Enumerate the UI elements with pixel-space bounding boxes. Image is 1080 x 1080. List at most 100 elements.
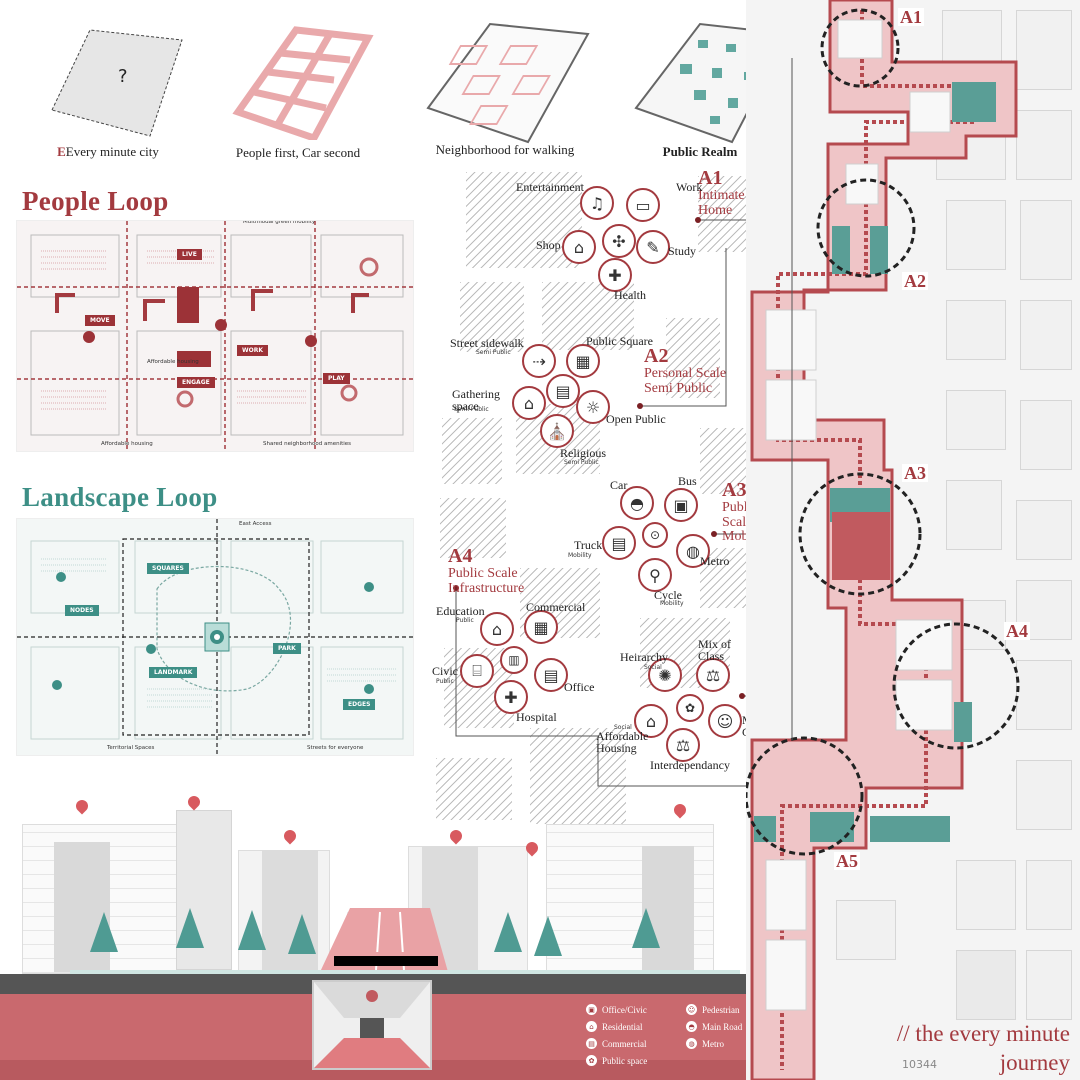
people-loop-title: People Loop: [22, 186, 169, 216]
sub-social-1: Social: [644, 664, 662, 671]
square-grid-icon: ▤: [546, 374, 580, 408]
sub-semi-public-1: Semi Public: [476, 349, 511, 356]
scale-a4-line1: Public Scale: [448, 566, 518, 581]
landscape-loop-diagram: SQUARES NODES PARK LANDMARK EDGES East A…: [16, 518, 414, 756]
people-affordable-label: Affordable housing: [147, 359, 199, 365]
landscape-loop-plan: [17, 519, 413, 755]
concept-neighborhood-graphic: [426, 22, 590, 144]
sub-semi-public-3: Semi Public: [564, 459, 599, 466]
map-label-a2: A2: [902, 271, 928, 291]
public-space-icon: ✿: [586, 1055, 597, 1066]
label-office: Office: [564, 680, 595, 694]
map-label-a1: A1: [898, 7, 924, 27]
scale-a2-id: A2: [644, 345, 669, 367]
label-cycle: Cycle: [654, 588, 682, 602]
landscape-bottom-right: Streets for everyone: [307, 745, 364, 751]
sub-semi-public-2: Semi Public: [454, 406, 489, 413]
office-icon: ▤: [534, 658, 568, 692]
legend-main-road: ◓ Main Road: [686, 1021, 766, 1032]
bus-icon: ▣: [664, 488, 698, 522]
label-health: Health: [614, 288, 646, 302]
label-religious: Religious: [560, 446, 607, 460]
scales-panel: A1 Intimate Scale Home ♫ ▭ ⌂ ✣ ✎ ✚ Enter…: [430, 168, 790, 828]
metro-tunnel-graphic: [314, 982, 430, 1068]
concept-strip: ? EEvery minute city People first, Car s…: [20, 10, 790, 170]
concept-plane-graphic: ?: [51, 29, 183, 137]
concept-caption-1: EEvery minute city: [57, 144, 159, 159]
label-civic: Civic: [432, 664, 458, 678]
open-public-icon: ☼: [576, 390, 610, 424]
mix-culture-icon: ☺: [708, 704, 742, 738]
pedestrian-icon: ☺: [686, 1004, 697, 1015]
housing-icon: ⌂: [634, 704, 668, 738]
people-bottom-right: Shared neighborhood amenities: [263, 441, 352, 447]
poster-code: 10344: [902, 1058, 937, 1071]
pin-icon: [73, 797, 91, 815]
concept-grid-graphic: [232, 26, 374, 140]
landscape-tag-edges: EDGES: [343, 699, 376, 710]
sub-mobility-1: Mobility: [568, 552, 592, 559]
residential-icon: ⌂: [586, 1021, 597, 1032]
commercial-icon: ▤: [586, 1038, 597, 1049]
public-square-icon: ▦: [566, 344, 600, 378]
sub-public-1: Public: [456, 617, 474, 624]
commercial-icon: ▦: [524, 610, 558, 644]
truck-icon: ▤: [602, 526, 636, 560]
pin-icon: [185, 793, 203, 811]
label-study: Study: [668, 244, 697, 258]
scale-a3-id: A3: [722, 479, 747, 501]
concept-caption-3: Neighborhood for walking: [435, 142, 575, 157]
label-gathering-space: Gathering space: [452, 387, 500, 413]
landscape-top-note: East Access: [239, 521, 272, 527]
scale-a4-line2: Infrastructure: [448, 580, 525, 596]
scale-a4-id: A4: [448, 545, 473, 567]
shop-icon: ⌂: [562, 230, 596, 264]
label-affordable-housing: Affordable Housing: [596, 729, 649, 755]
poster-title-line1: // the every minute: [896, 1021, 1070, 1046]
people-loop-plan: [17, 221, 413, 451]
legend-office-civic: ▣ Office/Civic: [586, 1004, 686, 1015]
people-tag-live: LIVE: [177, 249, 202, 260]
cycle-icon: ⚲: [638, 558, 672, 592]
label-commercial: Commercial: [526, 600, 586, 614]
map-label-a5: A5: [834, 851, 860, 871]
metro-icon: ◍: [686, 1038, 697, 1049]
metro-tunnel: [312, 980, 432, 1070]
mix-class-icon: ⚖: [696, 658, 730, 692]
concept-caption-4: Public Realm: [662, 144, 738, 159]
legend-commercial: ▤ Commercial: [586, 1038, 686, 1049]
aerial-route: [746, 0, 1020, 1080]
study-icon: ✎: [636, 230, 670, 264]
entertainment-icon: ♫: [580, 186, 614, 220]
label-entertainment: Entertainment: [516, 180, 584, 194]
label-public-square: Public Square: [586, 334, 653, 348]
landscape-tag-nodes: NODES: [65, 605, 99, 616]
pin-icon: [281, 827, 299, 845]
scale-a4-label: A4 Public Scale Infrastructure: [448, 546, 524, 596]
legend-residential: ⌂ Residential: [586, 1021, 686, 1032]
landscape-bottom-left: Territorial Spaces: [107, 745, 155, 751]
people-bottom-left: Affordable housing: [101, 441, 153, 447]
label-open-public: Open Public: [606, 412, 666, 426]
education-icon: ⌂: [480, 612, 514, 646]
people-tag-work: WORK: [237, 345, 268, 356]
metro-icon: ◍: [676, 534, 710, 568]
label-street-sidewalk: Street sidewalk: [450, 336, 524, 350]
concept-caption-2: People first, Car second: [235, 145, 361, 160]
label-truck: Truck: [574, 538, 603, 552]
scale-a1-id: A1: [698, 167, 723, 189]
poster-title-line2: journey: [999, 1049, 1070, 1075]
label-shop: Shop: [536, 238, 561, 252]
social-hub-icon: ✿: [676, 694, 704, 722]
gathering-icon: ⌂: [512, 386, 546, 420]
scale-a2-label: A2 Personal Scale Semi Public: [644, 346, 726, 396]
label-interdependancy: Interdependancy: [650, 758, 730, 772]
work-icon: ▭: [626, 188, 660, 222]
people-tag-engage: ENGAGE: [177, 377, 215, 388]
civic-icon: ⌸: [460, 654, 494, 688]
city-icon: ▥: [500, 646, 528, 674]
landscape-tag-squares: SQUARES: [147, 563, 189, 574]
people-tag-play: PLAY: [323, 373, 350, 384]
landscape-tag-landmark: LANDMARK: [149, 667, 198, 678]
landscape-tag-park: PARK: [273, 643, 301, 654]
